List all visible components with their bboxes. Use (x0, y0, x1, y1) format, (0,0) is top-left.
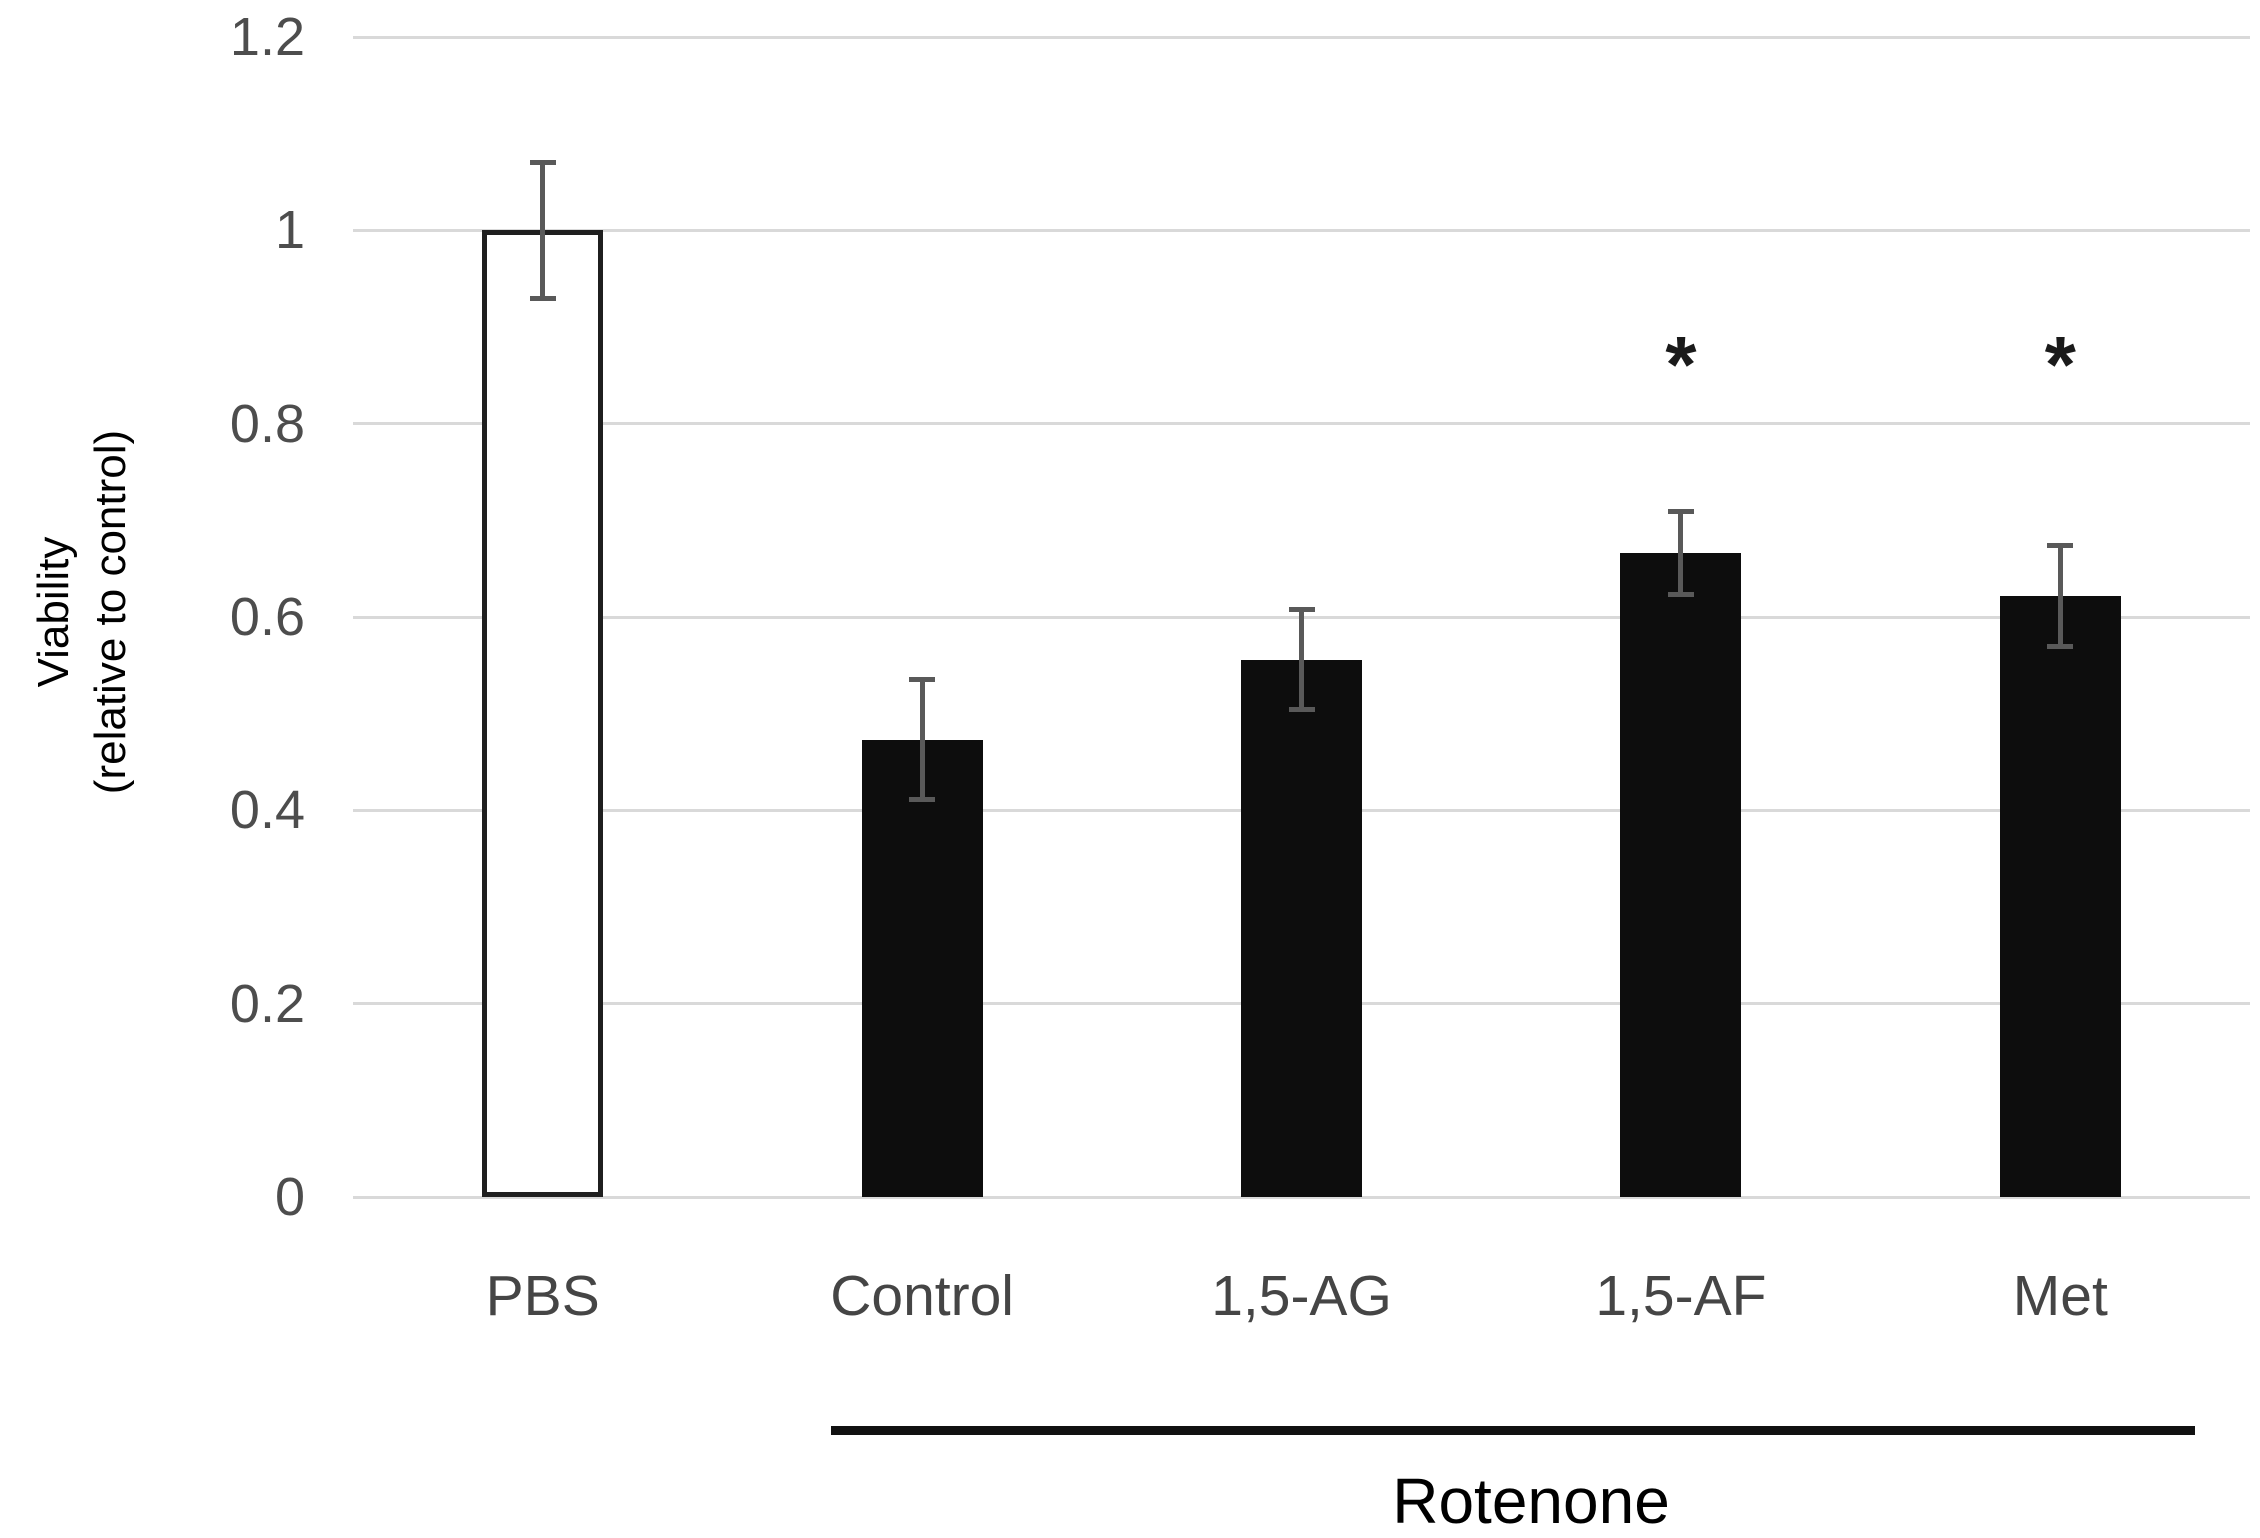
y-tick-label: 0.6 (229, 587, 305, 647)
y-tick-label: 0 (274, 1167, 305, 1227)
x-category-label: 1,5-AG (1211, 1264, 1392, 1328)
error-bar-bottom-cap (1288, 707, 1315, 713)
error-bar-line (2057, 545, 2063, 646)
gridline (353, 228, 2250, 232)
error-bar-line (1678, 511, 1684, 595)
y-tick-label: 1.2 (229, 7, 305, 67)
y-tick-label: 0.4 (229, 780, 305, 841)
error-bar-top-cap (1288, 606, 1315, 612)
significance-asterisk: * (2044, 320, 2076, 409)
bar-pbs (482, 230, 604, 1197)
error-bar-line (1299, 609, 1304, 710)
significance-asterisk: * (1665, 320, 1697, 409)
bar-1-5-af (1620, 553, 1742, 1197)
error-bar-line (919, 679, 925, 800)
rotenone-group-line (831, 1426, 2195, 1435)
x-category-label: PBS (485, 1264, 600, 1328)
x-category-label: Control (830, 1264, 1014, 1328)
error-bar-top-cap (529, 160, 556, 166)
bar-met (1999, 595, 2121, 1197)
error-bar-bottom-cap (909, 797, 936, 803)
error-bar-top-cap (2047, 542, 2074, 548)
y-tick-label: 0.2 (229, 973, 305, 1034)
error-bar-bottom-cap (1667, 592, 1694, 598)
bar-1-5-ag (1241, 659, 1362, 1197)
gridline (353, 1195, 2250, 1199)
rotenone-group-label: Rotenone (1392, 1465, 1670, 1537)
x-category-label: Met (2012, 1264, 2108, 1328)
error-bar-top-cap (909, 677, 936, 683)
gridline (353, 35, 2250, 39)
x-category-label: 1,5-AF (1595, 1264, 1767, 1328)
error-bar-line (540, 162, 546, 298)
gridline (353, 422, 2250, 426)
y-tick-label: 0.8 (229, 393, 305, 454)
bar-control (861, 739, 983, 1197)
error-bar-bottom-cap (2047, 643, 2074, 649)
y-tick-label: 1 (274, 200, 305, 261)
error-bar-top-cap (1667, 509, 1694, 515)
error-bar-bottom-cap (529, 295, 556, 301)
